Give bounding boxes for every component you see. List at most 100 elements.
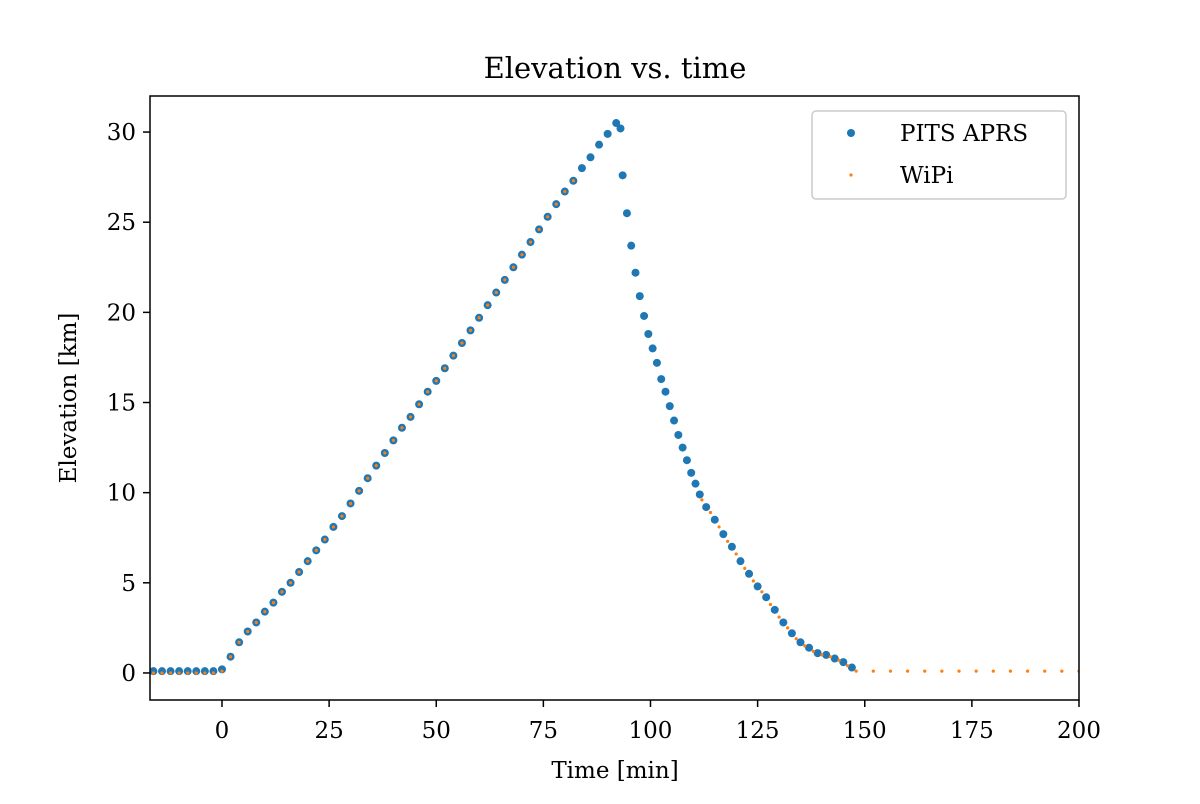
x-tick-label: 25 [314,718,343,744]
point [726,539,730,543]
legend-label: WiPi [900,163,953,189]
point [151,671,156,675]
point [648,344,657,353]
legend-box [811,110,1067,200]
point [511,265,515,269]
point [160,671,164,675]
point [546,215,550,219]
point [787,629,796,638]
y-tick-label: 30 [107,120,136,146]
point [719,530,728,539]
point [203,671,207,675]
point [631,268,640,277]
x-tick-label: 50 [422,718,451,744]
point [710,515,719,524]
point [846,664,850,668]
point [271,601,276,605]
point [451,354,455,358]
point [340,514,344,518]
point [905,669,910,673]
x-tick-label: 100 [629,718,673,744]
y-tick-label: 0 [121,661,136,687]
point [691,479,700,488]
x-tick-label: 175 [950,718,994,744]
point [777,615,781,619]
y-tick-label: 20 [107,300,136,326]
point [702,503,711,512]
point [805,643,814,652]
plot-frame [149,95,1080,701]
point [528,240,533,244]
point [443,366,447,370]
point [871,669,875,673]
point [717,525,721,529]
point [254,620,258,625]
point [743,566,747,570]
point [246,629,250,634]
point [168,671,173,675]
y-tick-label: 5 [121,571,136,597]
x-tick-label: 125 [736,718,780,744]
point [494,290,498,295]
point [854,669,858,673]
point [237,640,241,644]
point [520,253,524,257]
point [391,438,395,442]
point [828,655,833,659]
point [678,443,687,452]
point [839,658,848,667]
point [186,671,190,675]
point [486,303,490,307]
point [211,671,216,675]
point [577,164,586,173]
point [323,537,327,542]
point [627,241,636,250]
point [200,667,209,676]
point [991,669,995,673]
point [426,390,430,394]
point [554,202,558,206]
point [468,328,473,332]
x-tick-label: 200 [1057,718,1101,744]
chart-title: Elevation vs. time [484,51,747,85]
point [1008,669,1013,673]
point [228,655,233,659]
point [209,667,218,676]
point [635,292,644,301]
point [177,671,181,675]
point [366,476,370,480]
point [687,468,696,477]
point [753,582,762,591]
point [612,119,621,128]
point [348,501,353,506]
point [695,490,704,499]
point [674,430,683,439]
point [166,667,175,676]
point [194,671,198,675]
point [811,649,815,653]
point [383,451,387,455]
point [644,329,653,338]
point [786,626,790,630]
point [331,525,336,529]
x-tick-label: 0 [215,718,230,744]
legend-marker [849,173,853,177]
point [796,638,805,647]
point [477,316,481,320]
point [175,667,184,676]
point [779,618,788,627]
point [460,341,464,345]
point [563,189,567,194]
point [762,593,771,602]
point [1060,669,1064,673]
point [794,637,798,641]
point [417,402,421,406]
point [400,426,404,430]
legend-marker [847,129,855,137]
point [661,387,670,396]
point [183,667,192,676]
point [503,278,507,282]
point [770,605,779,614]
point [306,559,310,563]
